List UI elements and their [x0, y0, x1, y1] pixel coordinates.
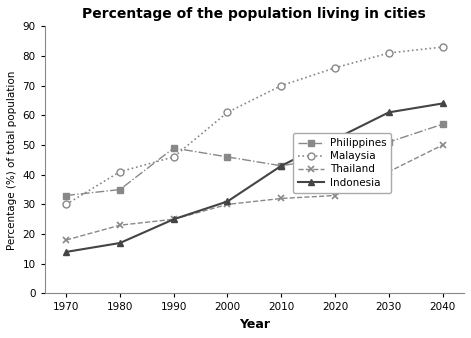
Indonesia	[386, 110, 391, 114]
Line: Philippines: Philippines	[64, 121, 445, 198]
Indonesia	[225, 199, 230, 203]
Thailand	[278, 196, 284, 200]
Line: Thailand: Thailand	[63, 142, 446, 243]
Y-axis label: Percentage (%) of total population: Percentage (%) of total population	[7, 70, 17, 249]
Philippines	[386, 140, 391, 144]
Philippines	[225, 155, 230, 159]
Thailand	[63, 238, 69, 242]
Malaysia	[225, 110, 230, 114]
Malaysia	[386, 51, 391, 55]
Thailand	[225, 202, 230, 207]
Philippines	[63, 193, 69, 197]
Indonesia	[278, 164, 284, 168]
Line: Malaysia: Malaysia	[63, 44, 446, 208]
Thailand	[171, 217, 177, 221]
Title: Percentage of the population living in cities: Percentage of the population living in c…	[82, 7, 426, 21]
Philippines	[440, 122, 446, 126]
Thailand	[332, 193, 338, 197]
Malaysia	[171, 155, 177, 159]
Thailand	[117, 223, 123, 227]
Philippines	[171, 146, 177, 150]
Malaysia	[63, 202, 69, 207]
Malaysia	[117, 170, 123, 174]
Indonesia	[117, 241, 123, 245]
Philippines	[117, 188, 123, 192]
Legend: Philippines, Malaysia, Thailand, Indonesia: Philippines, Malaysia, Thailand, Indones…	[293, 133, 391, 193]
Philippines	[332, 155, 338, 159]
Thailand	[440, 143, 446, 147]
Line: Indonesia: Indonesia	[63, 100, 446, 256]
Indonesia	[171, 217, 177, 221]
Malaysia	[278, 83, 284, 88]
Indonesia	[440, 101, 446, 105]
Philippines	[278, 164, 284, 168]
Indonesia	[332, 137, 338, 141]
X-axis label: Year: Year	[239, 318, 270, 331]
Malaysia	[440, 45, 446, 49]
Malaysia	[332, 66, 338, 70]
Thailand	[386, 170, 391, 174]
Indonesia	[63, 250, 69, 254]
